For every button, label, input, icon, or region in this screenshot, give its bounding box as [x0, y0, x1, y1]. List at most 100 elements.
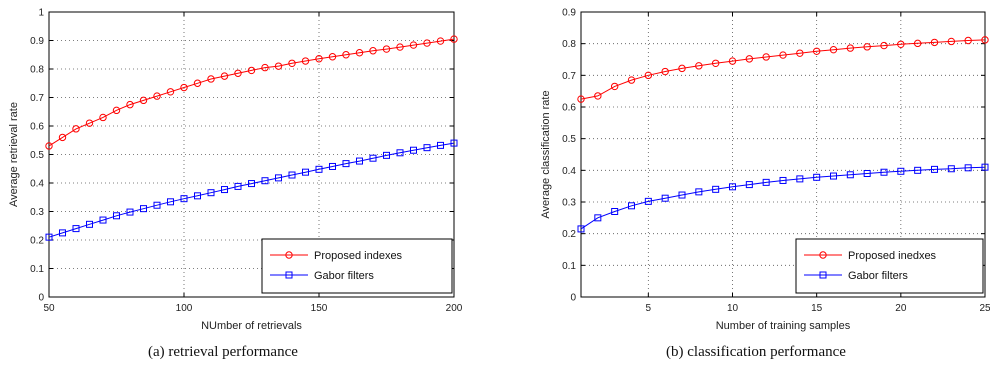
- data-point: [328, 53, 337, 61]
- data-point: [180, 83, 188, 92]
- series-line: [48, 38, 455, 147]
- data-point: [610, 82, 619, 91]
- data-point: [829, 45, 838, 54]
- series-gabor: [45, 139, 458, 241]
- data-point: [221, 186, 228, 194]
- data-point: [947, 165, 955, 173]
- y-tick-label: 0: [570, 293, 576, 304]
- data-point: [577, 225, 585, 233]
- data-point: [423, 144, 431, 152]
- y-tick-label: 0.3: [30, 207, 44, 218]
- data-point: [846, 44, 855, 52]
- data-point: [59, 229, 66, 237]
- data-point: [880, 41, 888, 50]
- y-tick-label: 0.9: [562, 8, 576, 19]
- legend-label: Gabor filters: [314, 270, 374, 282]
- data-point: [678, 64, 686, 73]
- data-point: [396, 149, 404, 157]
- data-point: [261, 177, 269, 185]
- data-point: [329, 162, 336, 170]
- data-point: [72, 225, 80, 233]
- legend-label: Proposed indexes: [314, 250, 403, 262]
- data-point: [247, 66, 256, 75]
- data-point: [86, 220, 93, 228]
- data-point: [167, 198, 174, 206]
- data-point: [85, 119, 94, 127]
- legend: Proposed indexes Gabor filters: [261, 238, 453, 294]
- data-point: [678, 191, 686, 199]
- data-point: [234, 182, 242, 190]
- data-point: [193, 79, 202, 87]
- data-point: [45, 142, 53, 150]
- data-point: [234, 69, 242, 77]
- data-point: [812, 47, 821, 55]
- data-point: [913, 39, 922, 48]
- series-line: [48, 142, 455, 238]
- legend-marker: [285, 251, 293, 259]
- data-point: [261, 63, 269, 72]
- data-point: [126, 100, 134, 109]
- y-tick-label: 0.8: [562, 39, 576, 50]
- data-point: [947, 37, 956, 46]
- y-tick-label: 1: [38, 8, 44, 19]
- data-point: [153, 92, 161, 100]
- data-point: [301, 57, 310, 65]
- data-point: [153, 201, 161, 209]
- data-point: [729, 183, 736, 191]
- data-point: [695, 188, 703, 196]
- y-tick-label: 0.1: [30, 264, 44, 275]
- data-point: [762, 53, 770, 61]
- data-point: [897, 167, 905, 175]
- data-point: [207, 189, 215, 197]
- data-point: [409, 41, 418, 49]
- y-tick-label: 0.6: [562, 103, 576, 114]
- caption-a: (a) retrieval performance: [148, 344, 298, 360]
- data-point: [695, 62, 703, 70]
- data-point: [450, 35, 458, 43]
- data-point: [628, 202, 635, 210]
- data-point: [207, 75, 215, 83]
- data-point: [627, 76, 636, 84]
- legend-label: Gabor filters: [848, 270, 908, 282]
- data-point: [437, 141, 444, 149]
- y-tick-label: 0.8: [30, 65, 44, 76]
- data-point: [931, 165, 938, 173]
- series-gabor: [577, 163, 989, 233]
- data-point: [577, 95, 585, 103]
- data-point: [369, 154, 377, 162]
- data-point: [930, 38, 939, 47]
- data-point: [396, 43, 404, 51]
- data-point: [194, 192, 201, 200]
- x-axis-label: NUmber of retrievals: [201, 320, 302, 332]
- y-tick-label: 0.2: [30, 236, 44, 247]
- data-point: [180, 195, 188, 203]
- classification-performance-chart: 5 10 15 20 25 0 0.1 0.2 0.3 0.4 0.5 0.6 0.7 0.8 0.9 Num…: [540, 8, 990, 333]
- data-point: [126, 208, 134, 216]
- data-point: [315, 165, 323, 173]
- y-tick-label: 0.1: [562, 261, 576, 272]
- data-point: [914, 166, 922, 174]
- data-point: [275, 174, 282, 182]
- data-point: [140, 205, 147, 213]
- data-point: [644, 197, 652, 205]
- data-point: [712, 185, 720, 193]
- y-tick-label: 0.2: [562, 229, 576, 240]
- legend-marker: [285, 271, 293, 279]
- x-tick-label: 25: [979, 303, 990, 314]
- data-point: [382, 45, 391, 53]
- series-proposed: [577, 36, 989, 103]
- y-tick-label: 0.7: [562, 71, 576, 82]
- data-point: [661, 194, 669, 202]
- caption-b: (b) classification performance: [666, 344, 846, 360]
- legend: Proposed inedxes Gabor filters: [795, 238, 984, 294]
- data-point: [830, 172, 837, 180]
- axes-frame: [580, 11, 986, 298]
- series-line: [580, 39, 986, 100]
- x-tick-label: 100: [176, 303, 193, 314]
- data-point: [796, 175, 804, 183]
- data-point: [356, 157, 363, 165]
- data-point: [964, 164, 972, 172]
- data-point: [728, 57, 737, 65]
- y-tick-label: 0.3: [562, 198, 576, 209]
- data-point: [981, 163, 989, 171]
